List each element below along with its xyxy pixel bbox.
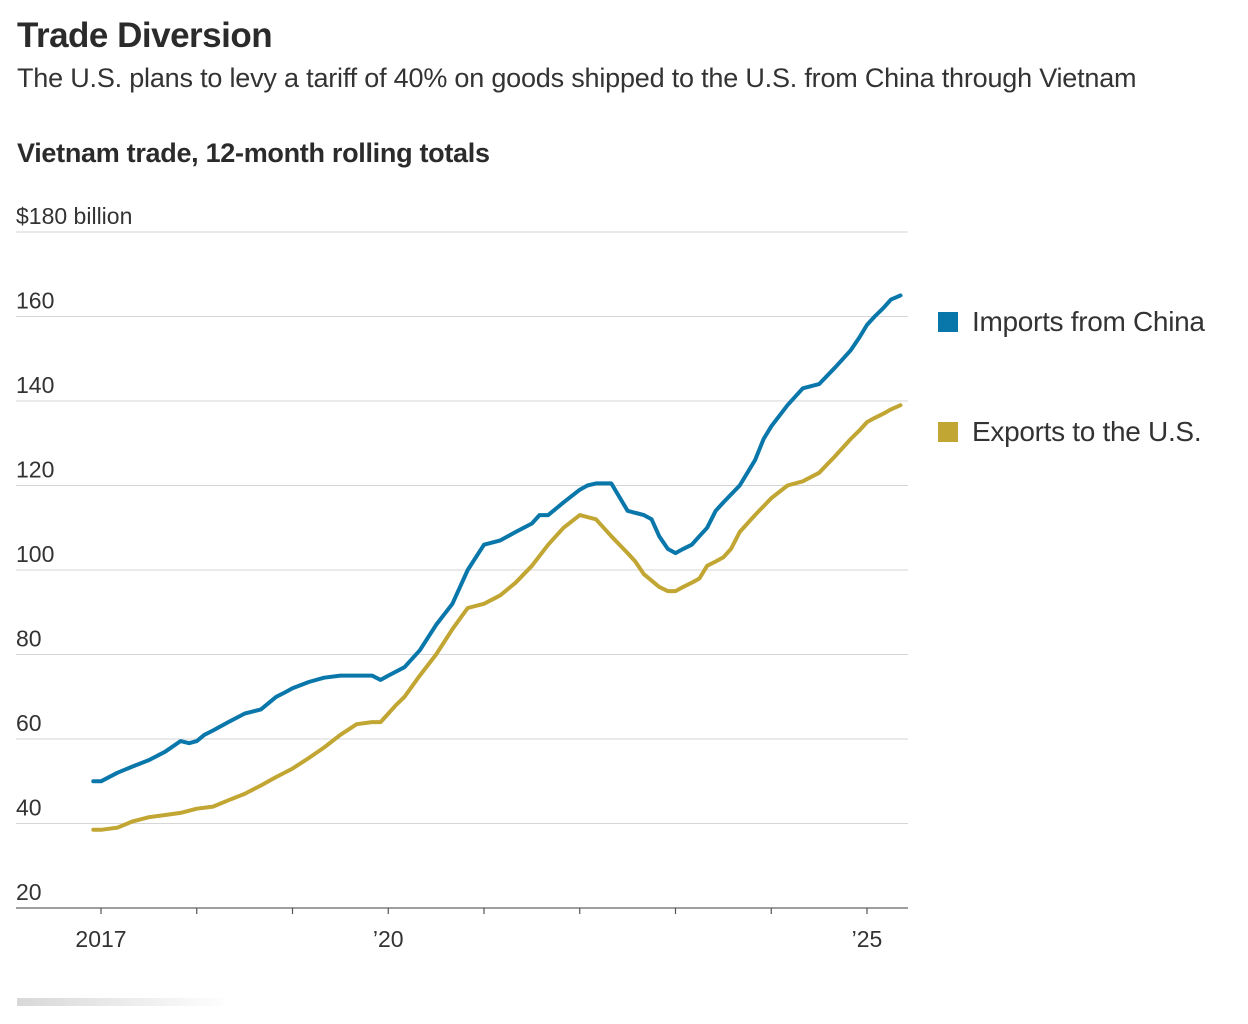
- legend-swatch-imports: [938, 312, 958, 332]
- x-tick-label-2025: ’25: [852, 926, 883, 952]
- chart-title: Vietnam trade, 12-month rolling totals: [17, 138, 490, 168]
- grid-lines: [16, 231, 908, 909]
- series-lines: [91, 293, 903, 832]
- y-tick-label-100: 100: [16, 541, 54, 567]
- y-tick-label-80: 80: [16, 626, 42, 652]
- y-tick-label-140: 140: [16, 372, 54, 398]
- y-tick-label-120: 120: [16, 457, 54, 483]
- legend-label-exports: Exports to the U.S.: [972, 416, 1202, 447]
- y-tick-label-20: 20: [16, 879, 42, 905]
- y-tick-label-60: 60: [16, 710, 42, 736]
- y-tick-label-160: 160: [16, 288, 54, 314]
- legend-item-imports-from-china: Imports from China: [938, 306, 1205, 338]
- page-title: Trade Diversion: [17, 16, 273, 55]
- x-axis: 2017 ’20 ’25: [75, 908, 882, 952]
- legend-label-imports: Imports from China: [972, 306, 1205, 337]
- page-subtitle: The U.S. plans to levy a tariff of 40% o…: [17, 63, 1137, 93]
- x-tick-label-2020: ’20: [373, 926, 404, 952]
- x-tick-label-2017: 2017: [75, 926, 126, 952]
- footer-divider: [17, 998, 232, 1006]
- legend-swatch-exports: [938, 422, 958, 442]
- series-line-exports-to-us: [91, 403, 903, 832]
- legend-item-exports-to-us: Exports to the U.S.: [938, 416, 1202, 448]
- series-line-imports-from-china: [91, 293, 903, 784]
- y-tick-label-40: 40: [16, 795, 42, 821]
- y-tick-label-180: $180 billion: [16, 203, 132, 229]
- y-axis-labels: 20 40 60 80 100 120 140 160 $180 billion: [16, 203, 132, 905]
